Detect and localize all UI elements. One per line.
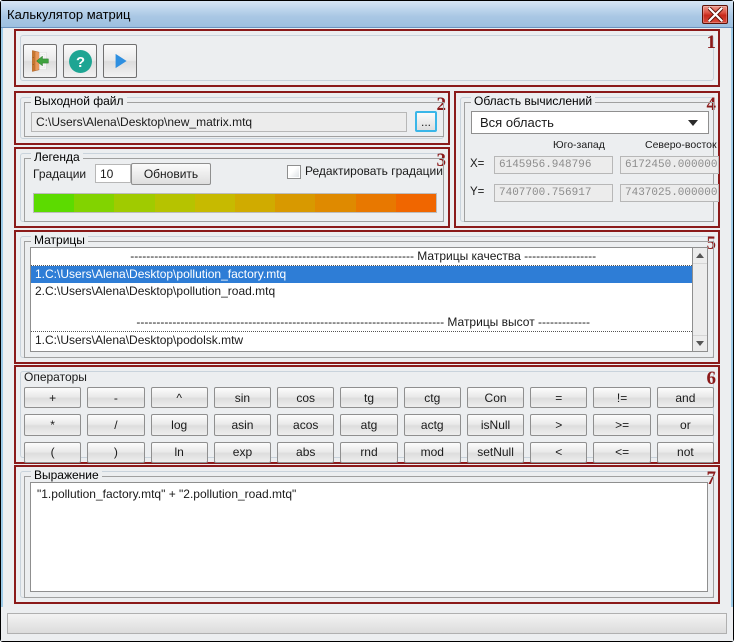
svg-text:?: ? — [75, 54, 84, 70]
